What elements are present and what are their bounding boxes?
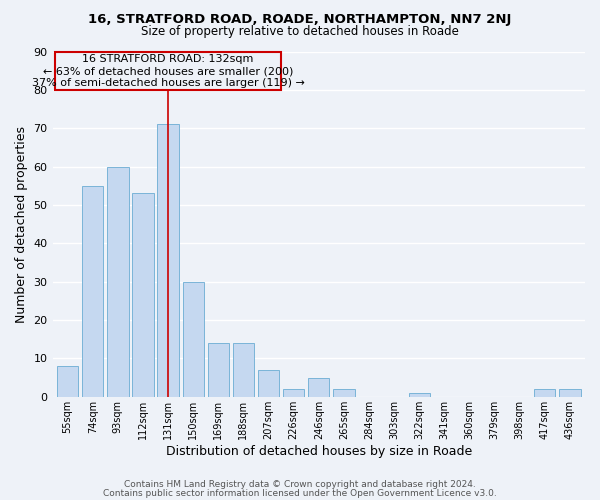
Text: 16 STRATFORD ROAD: 132sqm: 16 STRATFORD ROAD: 132sqm bbox=[82, 54, 254, 64]
Text: 16, STRATFORD ROAD, ROADE, NORTHAMPTON, NN7 2NJ: 16, STRATFORD ROAD, ROADE, NORTHAMPTON, … bbox=[88, 12, 512, 26]
Text: ← 63% of detached houses are smaller (200): ← 63% of detached houses are smaller (20… bbox=[43, 66, 293, 76]
Bar bbox=[157, 124, 179, 397]
Bar bbox=[182, 282, 204, 397]
Bar bbox=[534, 389, 556, 397]
Bar bbox=[57, 366, 78, 397]
Text: Size of property relative to detached houses in Roade: Size of property relative to detached ho… bbox=[141, 25, 459, 38]
Y-axis label: Number of detached properties: Number of detached properties bbox=[15, 126, 28, 322]
Bar bbox=[258, 370, 279, 397]
Bar bbox=[283, 389, 304, 397]
Text: 37% of semi-detached houses are larger (119) →: 37% of semi-detached houses are larger (… bbox=[32, 78, 305, 88]
X-axis label: Distribution of detached houses by size in Roade: Distribution of detached houses by size … bbox=[166, 444, 472, 458]
Text: Contains public sector information licensed under the Open Government Licence v3: Contains public sector information licen… bbox=[103, 488, 497, 498]
Bar bbox=[107, 166, 128, 397]
Bar bbox=[308, 378, 329, 397]
FancyBboxPatch shape bbox=[55, 52, 281, 90]
Bar bbox=[409, 393, 430, 397]
Bar bbox=[132, 194, 154, 397]
Bar bbox=[82, 186, 103, 397]
Text: Contains HM Land Registry data © Crown copyright and database right 2024.: Contains HM Land Registry data © Crown c… bbox=[124, 480, 476, 489]
Bar bbox=[208, 343, 229, 397]
Bar bbox=[333, 389, 355, 397]
Bar bbox=[559, 389, 581, 397]
Bar bbox=[233, 343, 254, 397]
